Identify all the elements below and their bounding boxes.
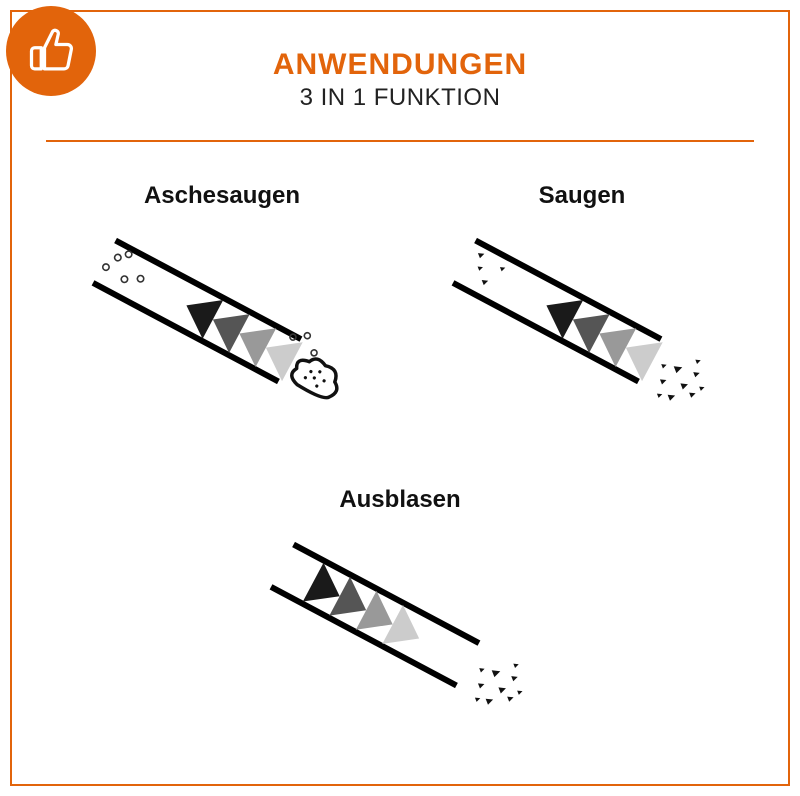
top-row: Aschesaugen Saugen	[12, 182, 788, 436]
title: ANWENDUNGEN	[12, 48, 788, 82]
diagram-saugen	[432, 226, 732, 436]
cell-aschesaugen: Aschesaugen	[72, 182, 372, 436]
label-saugen: Saugen	[432, 182, 732, 210]
bottom-row: Ausblasen	[12, 486, 788, 740]
cell-saugen: Saugen	[432, 182, 732, 436]
label-ausblasen: Ausblasen	[250, 486, 550, 514]
divider	[46, 140, 754, 142]
subtitle: 3 IN 1 FUNKTION	[12, 84, 788, 112]
diagram-ausblasen	[250, 530, 550, 740]
diagram-aschesaugen	[72, 226, 372, 436]
thumbs-up-icon	[25, 25, 77, 77]
thumbs-up-badge	[6, 6, 96, 96]
infographic-frame: ANWENDUNGEN 3 IN 1 FUNKTION Aschesaugen …	[10, 10, 790, 786]
cell-ausblasen: Ausblasen	[250, 486, 550, 740]
header: ANWENDUNGEN 3 IN 1 FUNKTION	[12, 12, 788, 112]
content: Aschesaugen Saugen Ausblasen	[12, 182, 788, 740]
label-aschesaugen: Aschesaugen	[72, 182, 372, 210]
